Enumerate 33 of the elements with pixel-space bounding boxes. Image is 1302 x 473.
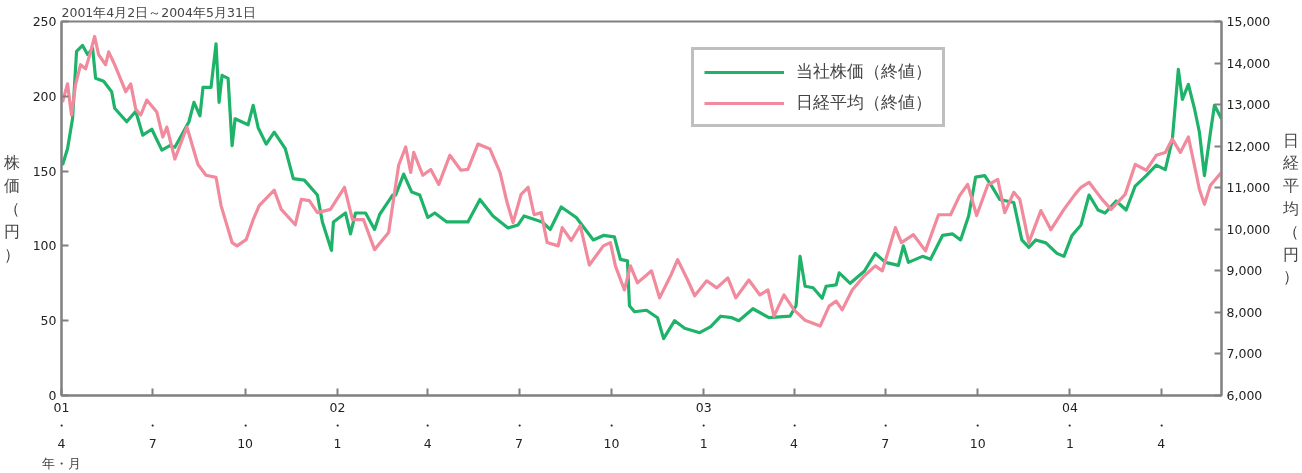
y-tick-label: 250 [32, 14, 57, 29]
x-tick-label: ・ 7 [878, 417, 892, 451]
x-axis-title: 年・月 [42, 455, 81, 471]
x-tick-label: ・ 4 [421, 417, 435, 451]
y-axis-title: 株価（円） [2, 153, 20, 264]
x-tick-label: ・ 10 [969, 417, 986, 451]
x-tick-label: 04 ・ 1 [1062, 399, 1078, 451]
legend-label: 当社株価（終値） [796, 60, 932, 83]
x-tick-label: ・ 7 [512, 417, 526, 451]
y-tick-label: 100 [32, 238, 57, 254]
x-tick-label: ・ 4 [787, 417, 801, 451]
y-tick-label: 50 [40, 313, 57, 329]
y2-tick-label: 6,000 [1226, 388, 1263, 403]
y2-tick-label: 12,000 [1226, 138, 1271, 154]
x-tick-label: 02 ・ 1 [329, 399, 346, 451]
y2-tick-label: 11,000 [1226, 180, 1271, 196]
x-tick-label: ・ 4 [1154, 417, 1168, 451]
x-tick-label: ・ 7 [146, 417, 160, 451]
y-tick-label: 200 [32, 88, 57, 104]
y2-tick-label: 10,000 [1226, 221, 1271, 237]
x-tick-label: 03 ・ 1 [695, 399, 712, 451]
chart-title: 2001年4月2日～2004年5月31日 [61, 4, 256, 20]
y2-tick-label: 7,000 [1226, 346, 1263, 362]
y2-tick-label: 13,000 [1226, 97, 1271, 113]
y2-tick-label: 14,000 [1226, 55, 1271, 71]
y2-tick-label: 9,000 [1226, 263, 1263, 279]
x-tick-label: ・ 10 [237, 417, 254, 451]
y2-axis-title: 日経平均（円） [1282, 130, 1300, 287]
y-tick-label: 150 [32, 163, 57, 179]
y2-tick-label: 15,000 [1226, 14, 1271, 29]
legend-label: 日経平均（終値） [796, 91, 932, 114]
y2-tick-label: 8,000 [1226, 304, 1263, 320]
x-tick-label: ・ 10 [603, 417, 620, 451]
